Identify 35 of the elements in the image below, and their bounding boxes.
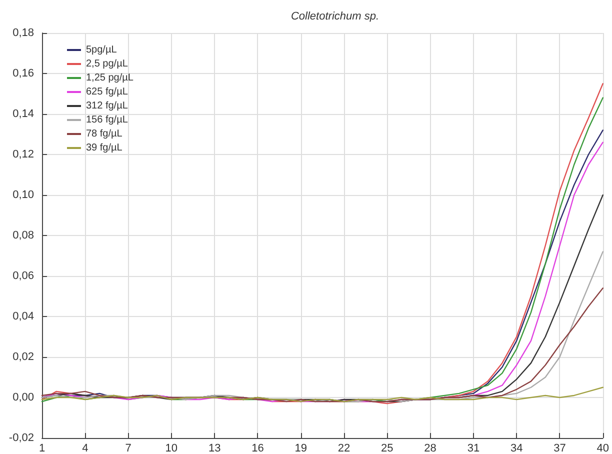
x-tick-label: 34 — [510, 442, 523, 454]
legend-label: 625 fg/µL — [86, 86, 128, 98]
y-tick-label: 0,18 — [12, 27, 34, 39]
x-tick-label: 22 — [338, 442, 350, 454]
y-tick-label: 0,12 — [12, 148, 34, 160]
y-tick-label: 0,06 — [12, 270, 34, 282]
y-tick-label: 0,14 — [12, 108, 34, 120]
x-tick-label: 10 — [165, 442, 178, 454]
legend-label: 1,25 pg/µL — [86, 72, 134, 84]
y-tick-label: -0,02 — [8, 432, 34, 444]
x-tick-label: 19 — [294, 442, 307, 454]
y-tick-label: 0,16 — [12, 68, 34, 80]
chart-title: Colletotrichum sp. — [290, 10, 380, 22]
legend-label: 156 fg/µL — [86, 114, 128, 126]
y-tick-label: 0,08 — [12, 230, 34, 242]
x-tick-label: 1 — [38, 442, 46, 454]
y-tick-label: 0,04 — [12, 310, 34, 322]
x-tick-label: 4 — [82, 442, 88, 454]
legend-label: 39 fg/µL — [86, 142, 123, 154]
x-tick-label: 28 — [424, 442, 436, 454]
legend-label: 2,5 pg/µL — [86, 58, 128, 70]
x-tick-label: 40 — [596, 442, 610, 454]
x-tick-label: 16 — [252, 442, 264, 454]
y-tick-label: 0,10 — [12, 189, 34, 201]
x-tick-label: 31 — [467, 442, 480, 454]
line-series — [41, 386, 604, 402]
legend-label: 5pg/µL — [86, 44, 118, 56]
legend-label: 312 fg/µL — [86, 100, 128, 112]
x-tick-label: 25 — [381, 442, 394, 454]
x-tick-label: 7 — [125, 442, 132, 454]
y-tick-label: 0,02 — [12, 351, 34, 363]
y-tick-label: 0,00 — [12, 392, 34, 404]
x-tick-label: 37 — [554, 442, 566, 454]
legend-label: 78 fg/µL — [86, 128, 123, 140]
x-tick-label: 13 — [208, 442, 221, 454]
